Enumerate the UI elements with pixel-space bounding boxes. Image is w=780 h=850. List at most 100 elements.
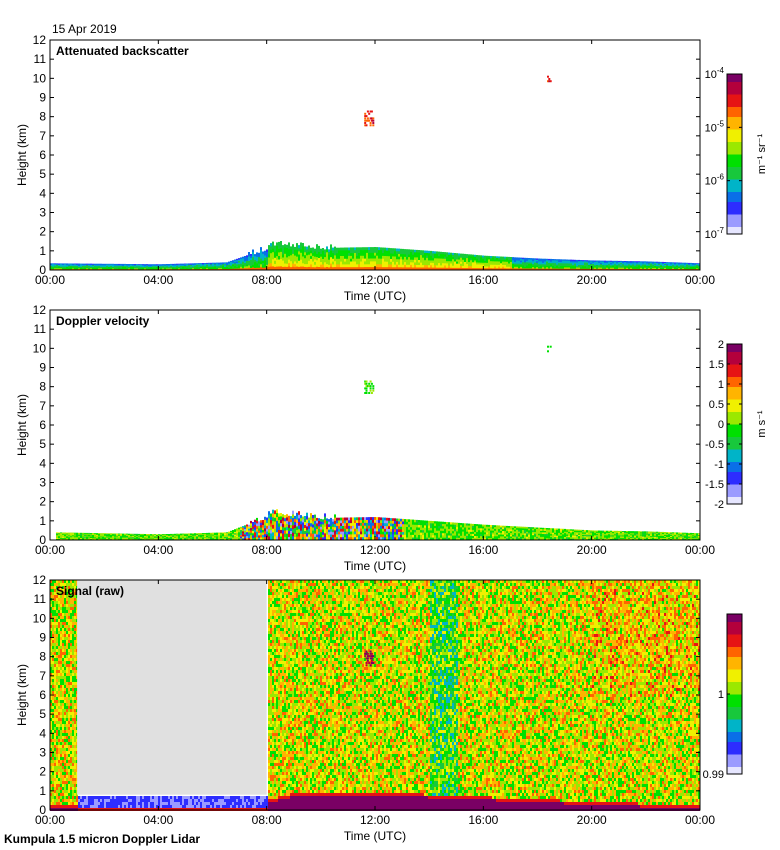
data-cell — [242, 530, 244, 532]
data-cell — [432, 521, 434, 524]
data-cell — [324, 260, 326, 263]
data-cell — [250, 526, 252, 529]
data-cell — [418, 520, 420, 523]
data-cell — [296, 253, 298, 257]
data-cell — [278, 263, 280, 267]
data-cell — [390, 532, 392, 535]
data-cell — [314, 249, 316, 252]
data-cell — [386, 259, 388, 262]
data-cell — [382, 250, 384, 253]
data-cell — [404, 527, 406, 530]
data-cell — [414, 530, 416, 533]
data-cell — [242, 533, 244, 535]
data-cell — [440, 265, 442, 268]
data-cell — [346, 534, 348, 537]
data-cell — [252, 257, 254, 260]
data-cell — [326, 261, 328, 264]
data-cell — [328, 265, 330, 268]
data-cell — [380, 532, 382, 535]
data-cell — [366, 250, 368, 253]
data-cell — [312, 518, 314, 522]
data-cell — [320, 522, 322, 525]
data-cell — [414, 532, 416, 535]
data-cell — [368, 517, 370, 520]
data-cell — [424, 521, 426, 524]
data-cell — [336, 521, 338, 524]
data-cell — [266, 252, 268, 255]
data-cell — [308, 252, 310, 256]
data-cell — [354, 253, 356, 256]
data-cell — [382, 259, 384, 262]
data-cell — [330, 254, 332, 258]
data-cell — [318, 252, 320, 255]
data-cell — [256, 523, 258, 526]
data-cell — [320, 524, 322, 527]
data-cell — [434, 258, 436, 261]
data-cell — [342, 520, 344, 523]
data-cell — [426, 260, 428, 263]
data-cell — [308, 518, 310, 521]
data-cell — [334, 247, 336, 250]
data-cell — [330, 518, 332, 521]
data-cell — [436, 524, 438, 527]
data-cell — [308, 520, 310, 523]
data-cell — [404, 265, 406, 268]
data-cell — [264, 260, 266, 263]
data-cell — [350, 264, 352, 267]
data-cell — [264, 256, 266, 259]
data-cell — [352, 256, 354, 259]
data-cell — [358, 526, 360, 529]
data-cell — [354, 532, 356, 535]
data-cell — [362, 253, 364, 256]
data-cell — [276, 253, 278, 257]
data-cell — [374, 531, 376, 534]
data-cell — [352, 262, 354, 265]
data-cell — [360, 517, 362, 520]
data-cell — [268, 526, 270, 530]
data-cell — [264, 520, 266, 523]
data-cell — [292, 529, 294, 533]
data-cell — [354, 262, 356, 265]
data-cell — [424, 530, 426, 533]
data-cell — [280, 263, 282, 267]
data-cell — [412, 262, 414, 265]
data-cell — [426, 528, 428, 531]
data-cell — [326, 249, 328, 252]
data-cell — [378, 262, 380, 265]
data-cell — [266, 526, 268, 529]
data-cell — [402, 522, 404, 525]
data-cell — [338, 253, 340, 256]
data-cell — [416, 255, 418, 258]
data-cell — [376, 259, 378, 262]
data-cell — [338, 520, 340, 523]
data-cell — [360, 520, 362, 523]
data-cell — [252, 250, 254, 253]
data-cell — [404, 530, 406, 533]
data-cell — [436, 258, 438, 261]
data-cell — [352, 247, 354, 250]
data-cell — [246, 266, 248, 268]
data-cell — [386, 534, 388, 537]
data-cell — [424, 265, 426, 268]
data-cell — [406, 260, 408, 263]
data-cell — [368, 523, 370, 526]
data-cell — [266, 529, 268, 532]
data-cell — [248, 252, 250, 255]
data-cell — [292, 260, 294, 264]
data-cell — [396, 521, 398, 524]
data-cell — [394, 254, 396, 257]
data-cell — [290, 534, 292, 537]
data-cell — [428, 251, 430, 254]
data-cell — [406, 535, 408, 538]
data-cell — [428, 260, 430, 263]
data-cell — [438, 526, 440, 529]
data-cell — [300, 243, 302, 247]
data-cell — [352, 520, 354, 523]
data-cell — [414, 520, 416, 523]
data-cell — [330, 257, 332, 261]
data-cell — [280, 513, 282, 517]
data-cell — [440, 524, 442, 527]
data-cell — [438, 259, 440, 262]
data-cell — [370, 529, 372, 532]
data-cell — [382, 264, 384, 267]
